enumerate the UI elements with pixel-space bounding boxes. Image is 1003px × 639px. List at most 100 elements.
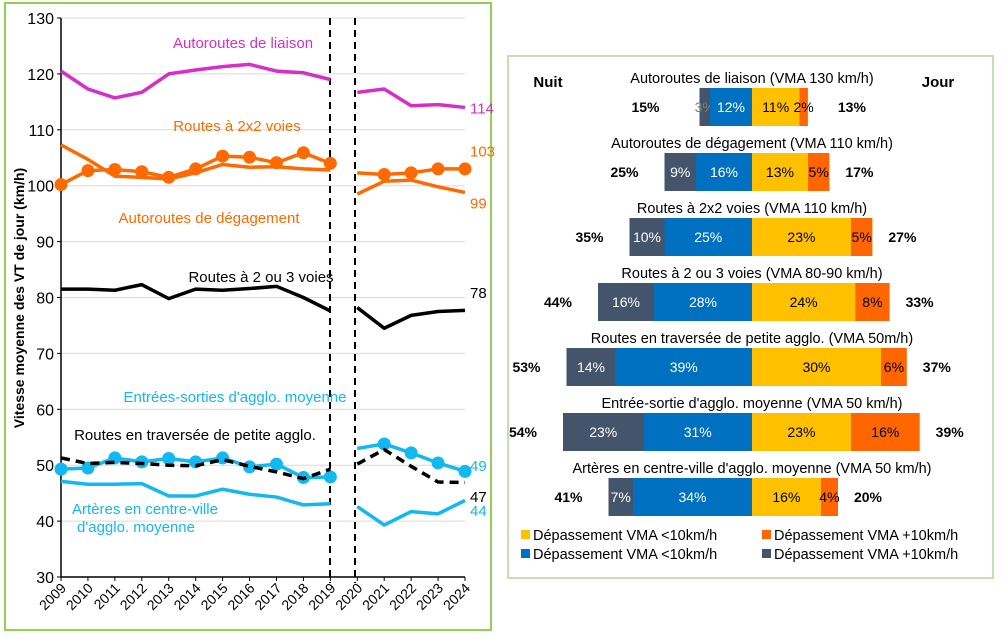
category-label: Entrée-sortie d'agglo. moyenne (VMA 50 k… — [602, 396, 903, 412]
x-tick-label: 2013 — [144, 580, 177, 613]
bar-segment — [752, 283, 856, 321]
bar-segment — [807, 153, 830, 191]
day-total-label: 13% — [838, 99, 867, 115]
data-point — [323, 156, 337, 170]
night-total-label: 15% — [631, 99, 660, 115]
y-tick-label: 40 — [36, 514, 54, 531]
series-line — [60, 143, 331, 181]
bar-segment — [799, 88, 808, 126]
bar-segment — [752, 348, 881, 386]
category-label: Autoroutes de liaison (VMA 130 km/h) — [630, 71, 873, 87]
x-tick-label: 2022 — [386, 580, 419, 613]
bar-segment — [566, 348, 616, 386]
legend-label: Dépassement VMA +10km/h — [774, 547, 958, 563]
series-label: Routes à 2x2 voies — [173, 118, 301, 135]
bar-segment — [608, 478, 633, 516]
bar-value-label: 10% — [633, 229, 661, 245]
end-value-label: 99 — [470, 195, 487, 212]
bar-segment — [633, 478, 752, 516]
bar-value-label: 16% — [772, 489, 800, 505]
y-tick-label: 70 — [36, 346, 54, 363]
category-label: Routes à 2 ou 3 voies (VMA 80-90 km/h) — [621, 266, 882, 282]
data-point — [243, 150, 257, 164]
end-value-label: 47 — [470, 489, 487, 506]
legend-label: Dépassement VMA <10km/h — [533, 547, 717, 563]
series-line — [356, 498, 466, 527]
bar-value-label: 12% — [717, 99, 745, 115]
data-point — [81, 164, 95, 178]
bar-value-label: 28% — [689, 294, 717, 310]
end-value-label: 78 — [470, 285, 487, 302]
end-value-label: 44 — [470, 503, 487, 520]
data-point — [243, 460, 257, 474]
y-tick-label: 50 — [36, 458, 54, 475]
y-tick-label: 100 — [27, 179, 54, 196]
x-tick-label: 2011 — [90, 580, 123, 613]
series-line — [61, 282, 332, 313]
data-point — [54, 462, 68, 476]
day-header: Jour — [922, 74, 955, 91]
day-total-label: 17% — [845, 164, 874, 180]
night-total-label: 41% — [554, 489, 583, 505]
data-point — [404, 446, 418, 460]
y-tick-label: 120 — [27, 67, 54, 84]
y-axis-label: Vitesse moyenne des VT de jour (km/h) — [11, 168, 27, 428]
data-point — [54, 178, 68, 192]
night-header: Nuit — [533, 74, 562, 91]
end-value-label: 103 — [470, 143, 495, 160]
x-tick-label: 2019 — [305, 580, 338, 613]
left-panel-frame — [4, 2, 492, 631]
day-total-label: 37% — [923, 359, 952, 375]
category-label: Autoroutes de dégagement (VMA 110 km/h) — [611, 136, 893, 152]
legend-label: Dépassement VMA <10km/h — [533, 528, 717, 544]
bar-segment — [664, 153, 696, 191]
bar-value-label: 8% — [862, 294, 882, 310]
y-tick-label: 30 — [36, 570, 54, 587]
series-label: d'agglo. moyenne — [77, 519, 195, 536]
bar-value-label: 11% — [762, 99, 789, 115]
bar-segment — [881, 348, 907, 386]
bar-segment — [664, 218, 752, 256]
bar-segment — [563, 413, 644, 451]
night-total-label: 25% — [610, 164, 639, 180]
x-tick-label: 2012 — [117, 580, 150, 613]
legend-swatch — [762, 549, 771, 558]
y-tick-label: 80 — [36, 291, 54, 308]
category-label: Routes en traversée de petite agglo. (VM… — [591, 331, 913, 347]
category-label: Routes à 2x2 voies (VMA 110 km/h) — [637, 201, 867, 217]
series-line — [60, 479, 331, 507]
end-value-label: 49 — [470, 458, 487, 475]
data-point — [135, 165, 149, 179]
data-point — [404, 166, 418, 180]
bar-value-label: 39% — [670, 359, 698, 375]
day-total-label: 39% — [936, 424, 965, 440]
series-line — [356, 447, 466, 485]
legend-label: Dépassement VMA +10km/h — [774, 528, 958, 544]
data-point — [377, 168, 391, 182]
x-tick-label: 2021 — [359, 580, 392, 613]
x-tick-label: 2016 — [224, 580, 257, 613]
series-line — [356, 178, 466, 196]
bar-value-label: 5% — [852, 229, 872, 245]
bar-segment — [629, 218, 665, 256]
x-tick-label: 2010 — [63, 580, 96, 613]
y-tick-label: 60 — [36, 402, 54, 419]
bar-segment — [850, 218, 873, 256]
y-tick-label: 130 — [27, 11, 54, 28]
series-label: Autoroutes de liaison — [173, 35, 313, 52]
x-tick-label: 2015 — [197, 580, 230, 613]
bar-value-label: 16% — [871, 424, 899, 440]
bar-value-label: 31% — [684, 424, 712, 440]
bar-segment — [752, 218, 851, 256]
bar-value-label: 13% — [766, 164, 794, 180]
x-tick-label: 2024 — [440, 580, 473, 613]
day-total-label: 27% — [888, 229, 917, 245]
bar-value-label: 14% — [577, 359, 605, 375]
bar-value-label: 24% — [790, 294, 818, 310]
x-tick-label: 2017 — [251, 580, 284, 613]
data-point — [216, 149, 230, 163]
data-point — [162, 451, 176, 465]
series-line — [60, 456, 331, 481]
bar-value-label: 2% — [793, 99, 813, 115]
bar-value-label: 4% — [819, 489, 839, 505]
